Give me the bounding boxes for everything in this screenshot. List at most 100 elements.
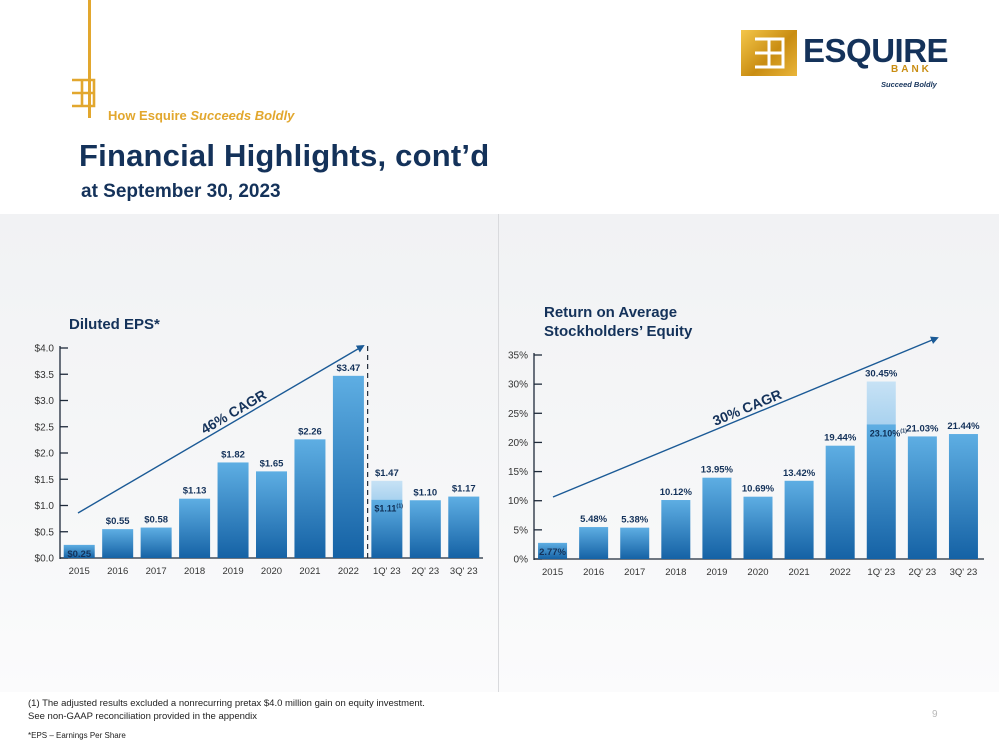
y-tick-label: 10% [508, 496, 528, 507]
bar [332, 375, 364, 558]
y-tick-label: $3.0 [35, 396, 55, 407]
footnote-line-2: See non-GAAP reconciliation provided in … [28, 711, 258, 722]
adjusted-value-label: 23.10%(1) [870, 428, 907, 438]
footnote: (1) The adjusted results excluded a nonr… [28, 697, 425, 723]
x-tick-label: 2018 [184, 566, 205, 577]
cagr-trend-arrow [77, 344, 365, 514]
x-tick-label: 2019 [706, 567, 727, 578]
y-tick-label: $1.5 [35, 475, 55, 486]
bar-unadjusted-portion [371, 480, 403, 500]
bar [661, 500, 691, 559]
y-tick-label: $0.5 [35, 527, 55, 538]
x-tick-label: 2016 [107, 566, 128, 577]
bar-value-label: 2.77% [539, 547, 566, 558]
bar [409, 500, 441, 558]
x-tick-label: 1Q' 23 [373, 566, 401, 577]
bar-value-label: $3.47 [337, 363, 361, 374]
roe-chart: Return on Average Stockholders’ Equity 0% 5… [508, 304, 984, 578]
y-tick-label: 20% [508, 438, 528, 449]
x-tick-label: 2017 [146, 566, 167, 577]
chart-title: Diluted EPS* [69, 316, 160, 333]
bar [743, 496, 773, 559]
bar [866, 424, 896, 559]
bar [371, 499, 403, 558]
bar-value-label: 10.12% [660, 487, 693, 498]
bar [948, 434, 978, 559]
bar-unadjusted-portion [866, 381, 896, 425]
brand-name: ESQUIRE [803, 32, 949, 69]
bar-value-label: $1.82 [221, 449, 245, 460]
logo-mark-icon [741, 30, 797, 76]
footnote-marker: (1) [900, 428, 907, 434]
bar [256, 471, 287, 558]
bar [702, 477, 732, 559]
tagline-prefix: How Esquire [108, 108, 187, 123]
bar-value-label: $0.55 [106, 516, 130, 527]
accent-line [88, 0, 91, 118]
bar [102, 529, 134, 558]
bar-value-label: $1.65 [260, 458, 284, 469]
bar-value-label: 5.48% [580, 514, 607, 525]
y-tick-label: $2.0 [35, 449, 55, 460]
chart-title: Return on Average [544, 304, 677, 321]
bar [579, 527, 609, 559]
y-tick-label: 15% [508, 467, 528, 478]
x-tick-label: 2015 [69, 566, 90, 577]
x-tick-label: 3Q' 23 [450, 566, 478, 577]
x-tick-label: 2020 [747, 567, 768, 578]
x-tick-label: 2021 [789, 567, 810, 578]
bar-value-label: $1.17 [452, 484, 476, 495]
esquire-bank-logo: ESQUIRE BANK Succeed Boldly [741, 30, 949, 92]
bar [538, 542, 568, 559]
diluted-eps-chart: Diluted EPS* $0.0 $0.5 $1.0 $1.5 $2.0 $2.5 $3.0… [35, 316, 483, 577]
tagline-emphasis: Succeeds Boldly [190, 108, 295, 123]
x-tick-label: 2018 [665, 567, 686, 578]
x-tick-label: 2020 [261, 566, 282, 577]
bar [907, 436, 937, 559]
y-tick-label: $1.0 [35, 501, 55, 512]
page-number: 9 [932, 709, 938, 720]
bar-value-label: 21.44% [947, 421, 980, 432]
bar-value-label: $0.25 [67, 549, 91, 560]
y-tick-label: 5% [514, 525, 529, 536]
x-tick-label: 2Q' 23 [909, 567, 937, 578]
eb-monogram-icon [72, 78, 96, 108]
bar-value-label: 30.45% [865, 369, 898, 380]
bar [63, 544, 95, 558]
x-tick-label: 2Q' 23 [411, 566, 439, 577]
bar [294, 439, 326, 558]
bar-value-label: 13.95% [701, 465, 734, 476]
footnote-line-1: (1) The adjusted results excluded a nonr… [28, 698, 425, 709]
bar-value-label: $1.13 [183, 486, 207, 497]
panel-divider [498, 214, 499, 692]
brand-slogan: Succeed Boldly [881, 80, 937, 89]
bar [448, 496, 480, 558]
x-tick-label: 1Q' 23 [867, 567, 895, 578]
y-tick-label: $2.5 [35, 422, 55, 433]
cagr-label: 46% CAGR [198, 386, 269, 437]
eb-mark-icon [755, 37, 785, 69]
bar [140, 527, 172, 558]
brand-bank: BANK [891, 64, 932, 75]
y-tick-label: 25% [508, 409, 528, 420]
bar-value-label: 13.42% [783, 468, 816, 479]
y-tick-label: $3.5 [35, 370, 55, 381]
bar-value-label: 21.03% [906, 423, 939, 434]
eps-footnote: *EPS – Earnings Per Share [28, 731, 126, 740]
y-tick-label: 30% [508, 380, 528, 391]
bar-value-label: 19.44% [824, 433, 857, 444]
x-tick-label: 3Q' 23 [950, 567, 978, 578]
bar [784, 480, 814, 559]
y-tick-label: 0% [514, 555, 529, 566]
x-tick-label: 2021 [299, 566, 320, 577]
adjusted-value-label: $1.11(1) [374, 504, 403, 514]
cagr-trend-arrow [552, 336, 939, 498]
bar [620, 527, 650, 559]
cagr-label: 30% CAGR [710, 386, 784, 429]
y-tick-label: 35% [508, 351, 528, 362]
y-tick-label: $0.0 [35, 554, 55, 565]
x-tick-label: 2022 [338, 566, 359, 577]
bar-value-label: 5.38% [621, 515, 648, 526]
bar-value-label: $1.47 [375, 468, 399, 479]
bar [217, 462, 249, 558]
